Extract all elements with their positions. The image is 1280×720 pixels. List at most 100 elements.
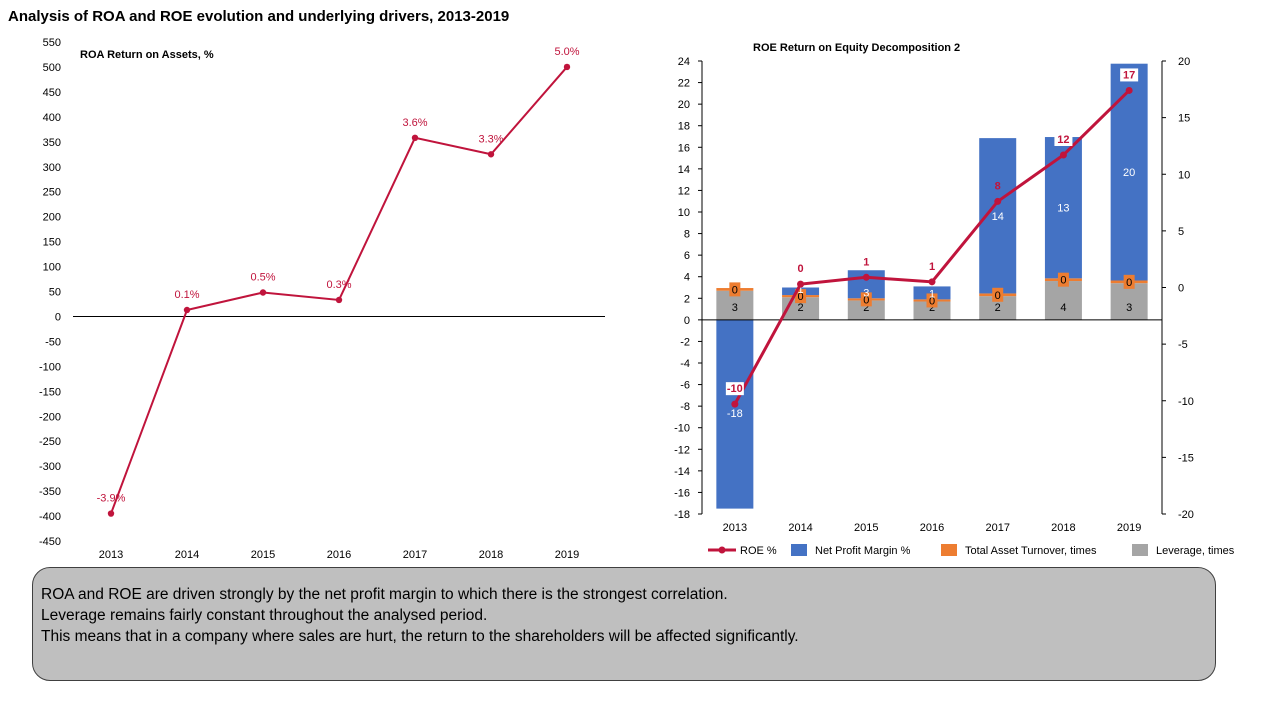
roe-y-left-tick-label: 2 <box>684 293 690 305</box>
roe-turnover-label-box <box>992 287 1004 302</box>
roa-y-tick-label: 200 <box>43 212 61 224</box>
roa-y-tick-label: 100 <box>43 262 61 274</box>
roe-y-right-tick-label: 5 <box>1178 226 1184 238</box>
roa-point <box>563 63 571 71</box>
roa-y-tick-label: -350 <box>39 486 61 498</box>
roa-y-tick-label: 300 <box>43 162 61 174</box>
roa-y-tick-label: 450 <box>43 87 61 99</box>
roe-x-tick-label: 2019 <box>1117 522 1141 534</box>
roe-x-tick-label: 2013 <box>723 522 747 534</box>
roe-y-right-tick-label: 20 <box>1178 56 1190 68</box>
roe-x-tick-label: 2016 <box>920 522 944 534</box>
roe-title: ROE Return on Equity Decomposition 2 <box>753 42 960 54</box>
roa-y-tick-label: 350 <box>43 137 61 149</box>
roe-y-right-tick-label: -5 <box>1178 339 1188 351</box>
roa-chart: ROA Return on Assets, %55050045040035030… <box>39 37 605 561</box>
roe-turnover-label-box <box>926 293 938 308</box>
roa-title: ROA Return on Assets, % <box>80 49 214 61</box>
roe-legend-swatch <box>941 544 957 556</box>
roa-y-tick-label: 50 <box>49 287 61 299</box>
roe-turnover-label: 0 <box>732 284 738 296</box>
roe-leverage-label: 4 <box>1060 302 1066 314</box>
roe-turnover-label: 0 <box>863 294 869 306</box>
roe-point <box>928 278 936 286</box>
roa-point <box>411 134 419 142</box>
roa-y-tick-label: -400 <box>39 511 61 523</box>
roe-y-right-tick-label: -20 <box>1178 509 1194 521</box>
roe-bar-segment <box>1044 281 1082 320</box>
roe-leverage-label: 3 <box>1126 302 1132 314</box>
roe-y-left-tick-label: -6 <box>680 380 690 392</box>
roe-line-label: -10 <box>727 383 743 395</box>
roe-y-left-tick-label: 6 <box>684 250 690 262</box>
roa-x-tick-label: 2017 <box>403 549 427 561</box>
roa-x-tick-label: 2014 <box>175 549 199 561</box>
roa-data-label: 5.0% <box>554 46 579 58</box>
roe-turnover-label: 0 <box>995 290 1001 302</box>
roe-bar-segment <box>913 286 951 300</box>
roe-margin-label: -18 <box>727 408 743 420</box>
roe-margin-label: 14 <box>992 211 1004 223</box>
roa-point <box>259 289 267 296</box>
roa-data-label: 3.6% <box>402 117 427 129</box>
roe-point <box>797 280 805 288</box>
roe-y-left-tick-label: 12 <box>678 185 690 197</box>
roa-data-label: -3.9% <box>97 493 126 505</box>
roa-point <box>487 151 495 158</box>
roa-y-tick-label: -200 <box>39 411 61 423</box>
roe-bar-segment <box>1110 283 1148 320</box>
roe-x-tick-label: 2017 <box>985 522 1009 534</box>
roe-point <box>994 197 1002 205</box>
roa-data-label: 0.3% <box>326 279 351 291</box>
roe-x-tick-label: 2014 <box>788 522 812 534</box>
roa-data-label: 0.1% <box>174 289 199 301</box>
roa-y-tick-label: 0 <box>55 311 61 323</box>
roe-leverage-label: 2 <box>995 302 1001 314</box>
roe-y-right-tick-label: -15 <box>1178 452 1194 464</box>
roe-y-left-tick-label: 18 <box>678 121 690 133</box>
summary-line-3: This means that in a company where sales… <box>41 628 799 645</box>
roe-y-left-tick-label: 4 <box>684 272 690 284</box>
roe-y-left-tick-label: -4 <box>680 358 690 370</box>
roa-y-tick-label: 400 <box>43 112 61 124</box>
roe-legend-swatch <box>1132 544 1148 556</box>
roe-point <box>1125 86 1133 94</box>
roe-bar-segment <box>1044 137 1082 279</box>
roe-turnover-label-box <box>795 289 807 304</box>
roe-y-left-tick-label: 20 <box>678 99 690 111</box>
roe-line-label: 17 <box>1123 69 1135 81</box>
roa-y-tick-label: -100 <box>39 361 61 373</box>
roe-y-left-tick-label: -14 <box>674 466 690 478</box>
roe-turnover-label-box <box>729 282 741 297</box>
roe-margin-label: 1 <box>798 284 804 296</box>
roe-turnover-label-box <box>1123 274 1135 289</box>
roe-legend-marker <box>718 546 726 554</box>
roe-y-right-tick-label: -10 <box>1178 396 1194 408</box>
roe-y-right-tick-label: 10 <box>1178 169 1190 181</box>
roe-margin-label: 13 <box>1057 203 1069 215</box>
roe-point <box>1059 151 1067 159</box>
roa-y-tick-label: -450 <box>39 536 61 548</box>
roa-y-tick-label: -150 <box>39 386 61 398</box>
roe-line-label: 1 <box>863 256 869 268</box>
roe-y-left-tick-label: -18 <box>674 509 690 521</box>
roe-bar-segment <box>716 319 754 509</box>
roe-y-left-tick-label: -2 <box>680 336 690 348</box>
roe-turnover-label: 0 <box>1126 277 1132 289</box>
roe-leverage-label: 2 <box>863 302 869 314</box>
roe-margin-label: 20 <box>1123 167 1135 179</box>
roe-legend-label: Leverage, times <box>1156 545 1235 557</box>
roe-line-label: 8 <box>995 180 1001 192</box>
roe-y-left-tick-label: 22 <box>678 78 690 90</box>
roe-y-left-tick-label: 24 <box>678 56 690 68</box>
roe-bar-segment <box>913 301 951 320</box>
roe-margin-label: 1 <box>929 288 935 300</box>
roa-point <box>335 296 343 304</box>
roe-leverage-label: 3 <box>732 302 738 314</box>
roe-line-label: 1 <box>929 261 935 273</box>
roa-x-tick-label: 2015 <box>251 549 275 561</box>
page-title: Analysis of ROA and ROE evolution and un… <box>8 8 510 25</box>
roe-bar-segment <box>847 300 885 320</box>
roe-y-left-tick-label: -8 <box>680 401 690 413</box>
roe-y-left-tick-label: 16 <box>678 142 690 154</box>
